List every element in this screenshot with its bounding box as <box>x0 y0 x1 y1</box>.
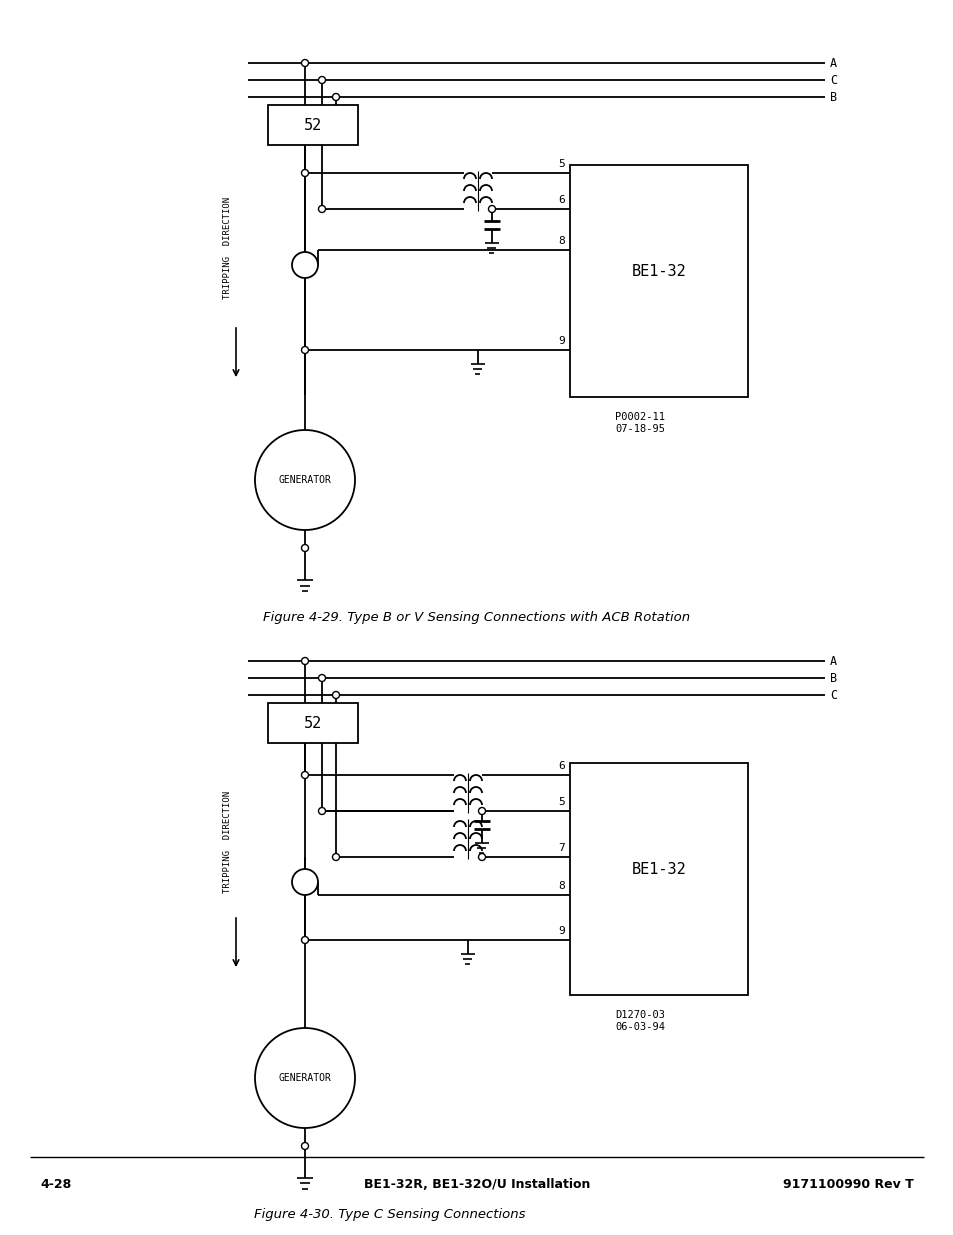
Text: 5: 5 <box>558 159 564 169</box>
Text: GENERATOR: GENERATOR <box>278 475 331 485</box>
Bar <box>268 105 357 144</box>
Bar <box>268 703 357 743</box>
Text: P0002-11
07-18-95: P0002-11 07-18-95 <box>615 412 664 433</box>
Text: 4-28: 4-28 <box>40 1178 71 1192</box>
Circle shape <box>301 772 308 778</box>
Circle shape <box>301 169 308 177</box>
Text: 9: 9 <box>558 336 564 346</box>
Circle shape <box>254 430 355 530</box>
Circle shape <box>333 94 339 100</box>
Text: BE1-32: BE1-32 <box>631 263 685 279</box>
Text: Figure 4-29. Type B or V Sensing Connections with ACB Rotation: Figure 4-29. Type B or V Sensing Connect… <box>263 610 690 624</box>
Text: B: B <box>829 90 836 104</box>
Circle shape <box>301 936 308 944</box>
Circle shape <box>333 853 339 861</box>
Bar <box>569 763 747 995</box>
Text: TRIPPING  DIRECTION: TRIPPING DIRECTION <box>223 790 233 893</box>
Text: 8: 8 <box>558 881 564 890</box>
Circle shape <box>301 545 308 552</box>
Text: C: C <box>829 74 836 86</box>
Circle shape <box>488 205 495 212</box>
Circle shape <box>318 674 325 682</box>
Circle shape <box>301 347 308 353</box>
Circle shape <box>292 252 317 278</box>
Circle shape <box>478 853 485 861</box>
Circle shape <box>333 692 339 699</box>
Text: 7: 7 <box>558 844 564 853</box>
Circle shape <box>318 205 325 212</box>
Text: TRIPPING  DIRECTION: TRIPPING DIRECTION <box>223 196 233 299</box>
Text: A: A <box>829 57 836 69</box>
Circle shape <box>318 808 325 815</box>
Text: 6: 6 <box>558 761 564 771</box>
Text: 6: 6 <box>558 195 564 205</box>
Text: 8: 8 <box>558 236 564 246</box>
Circle shape <box>301 59 308 67</box>
Text: A: A <box>829 655 836 667</box>
Text: 5: 5 <box>558 797 564 806</box>
Text: GENERATOR: GENERATOR <box>278 1073 331 1083</box>
Text: BE1-32: BE1-32 <box>631 862 685 877</box>
Text: 9171100990 Rev T: 9171100990 Rev T <box>782 1178 913 1192</box>
Bar <box>569 165 747 396</box>
Text: Figure 4-30. Type C Sensing Connections: Figure 4-30. Type C Sensing Connections <box>254 1209 525 1221</box>
Text: D1270-03
06-03-94: D1270-03 06-03-94 <box>615 1010 664 1031</box>
Text: 52: 52 <box>304 117 322 132</box>
Text: B: B <box>829 672 836 684</box>
Circle shape <box>301 1142 308 1150</box>
Circle shape <box>478 808 485 815</box>
Circle shape <box>301 657 308 664</box>
Text: 52: 52 <box>304 715 322 730</box>
Text: C: C <box>829 688 836 701</box>
Circle shape <box>318 77 325 84</box>
Circle shape <box>292 869 317 895</box>
Text: BE1-32R, BE1-32O/U Installation: BE1-32R, BE1-32O/U Installation <box>363 1178 590 1192</box>
Circle shape <box>254 1028 355 1128</box>
Text: 9: 9 <box>558 926 564 936</box>
